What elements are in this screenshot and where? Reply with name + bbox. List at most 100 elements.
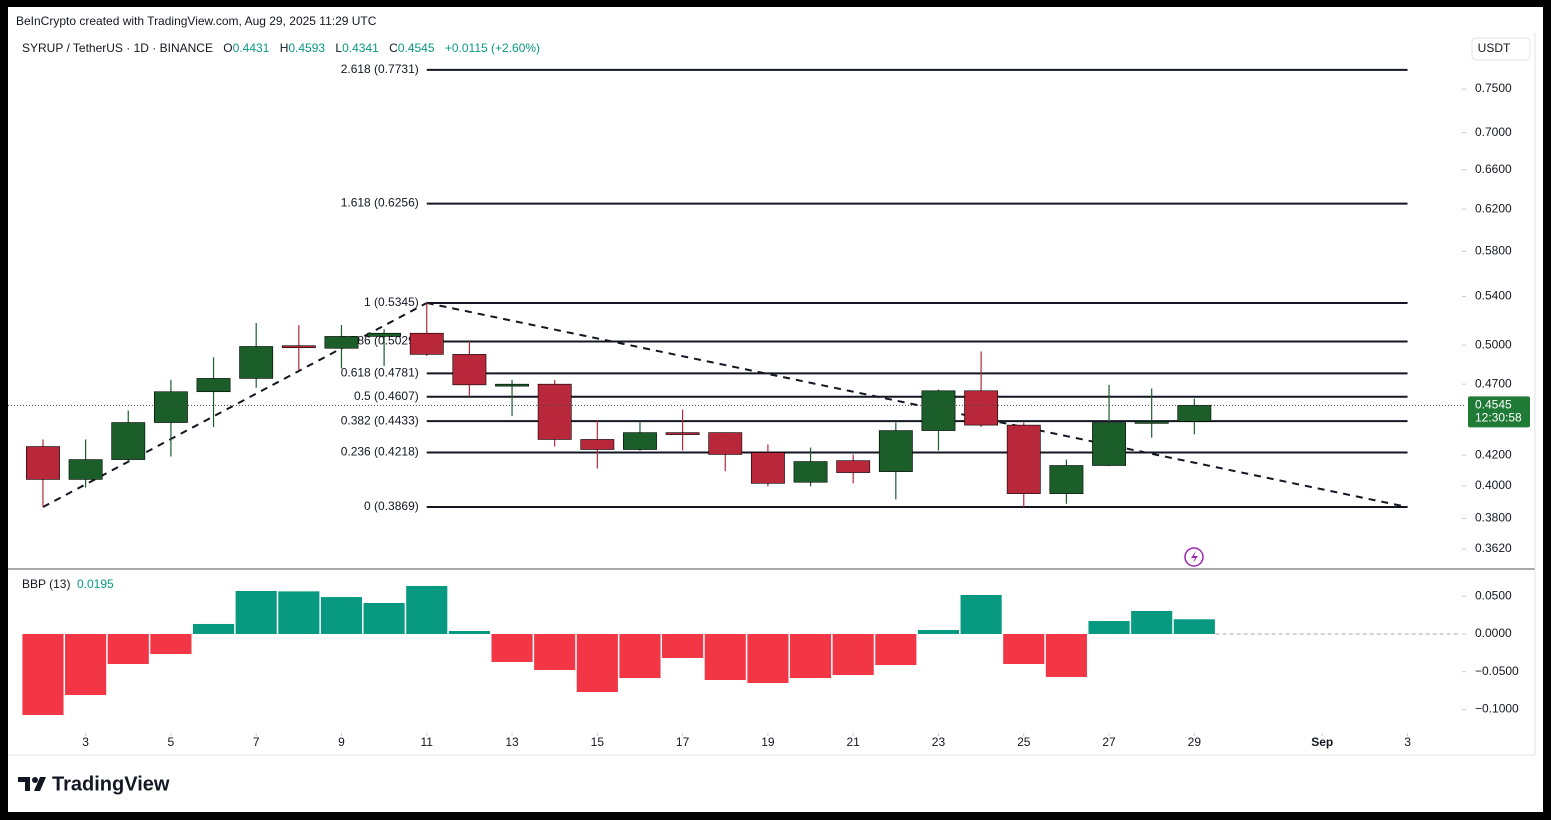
candle-body bbox=[367, 332, 402, 337]
candle-body bbox=[1006, 424, 1041, 494]
candle-body bbox=[153, 391, 188, 423]
candle-body bbox=[1134, 421, 1169, 424]
x-tick-label: 23 bbox=[932, 735, 946, 749]
ohlc-value: 0.4545 bbox=[397, 41, 435, 55]
y-tick-label: 0.3620 bbox=[1475, 541, 1512, 555]
candle-body bbox=[665, 432, 700, 435]
y-tick-label: −0.0500 bbox=[1475, 664, 1519, 678]
candle-body bbox=[409, 332, 444, 355]
ohlc-label: O bbox=[223, 41, 233, 55]
bar bbox=[150, 633, 192, 654]
x-tick-label: 7 bbox=[253, 735, 260, 749]
logo-text: TradingView bbox=[52, 773, 170, 795]
fib-label: 0.5 (0.4607) bbox=[354, 389, 419, 403]
bar bbox=[1131, 610, 1173, 634]
indicator-title: BBP (13) bbox=[22, 577, 70, 591]
bar bbox=[704, 633, 746, 680]
candle-body bbox=[68, 459, 103, 480]
logo-part bbox=[18, 777, 30, 791]
y-tick-label: 0.0500 bbox=[1475, 588, 1512, 602]
ohlc-label: H bbox=[279, 41, 289, 55]
candle-body bbox=[324, 336, 359, 349]
bar bbox=[1045, 633, 1087, 677]
y-tick-label: 0.6200 bbox=[1475, 201, 1512, 215]
candle-body bbox=[580, 439, 615, 450]
bar bbox=[320, 597, 363, 634]
y-tick-label: 0.4200 bbox=[1475, 447, 1512, 461]
candle-body bbox=[750, 452, 785, 484]
candle-body bbox=[793, 461, 828, 483]
fib-label: 0.786 (0.5029) bbox=[341, 334, 419, 348]
bar bbox=[363, 602, 405, 634]
bar bbox=[747, 633, 789, 684]
fib-label: 0 (0.3869) bbox=[364, 499, 419, 513]
x-tick-label: 27 bbox=[1102, 735, 1116, 749]
y-tick-label: 0.5800 bbox=[1475, 244, 1512, 258]
candle-body bbox=[281, 345, 316, 349]
header: SYRUP / TetherUS · 1D · BINANCE O0.4431 … bbox=[22, 41, 540, 55]
candle-body bbox=[239, 346, 274, 379]
countdown: 12:30:58 bbox=[1475, 411, 1522, 425]
bar bbox=[662, 633, 704, 658]
x-tick-label: 15 bbox=[591, 735, 605, 749]
bar bbox=[491, 633, 533, 662]
fib-label: 0.618 (0.4781) bbox=[341, 366, 419, 380]
x-tick-label: Sep bbox=[1311, 735, 1333, 749]
indicator-value: 0.0195 bbox=[77, 577, 114, 591]
bar bbox=[235, 591, 277, 634]
ohlc-value: 0.4431 bbox=[232, 41, 270, 55]
canvas bbox=[8, 7, 1543, 812]
candle-body bbox=[495, 383, 529, 387]
bar bbox=[832, 633, 874, 676]
x-tick-label: 9 bbox=[338, 735, 345, 749]
bar bbox=[107, 633, 149, 665]
y-tick-label: 0.7000 bbox=[1475, 125, 1512, 139]
alert-circle bbox=[1184, 547, 1204, 567]
fib-label: 0.382 (0.4433) bbox=[341, 413, 419, 427]
y-tick-label: 0.6600 bbox=[1475, 162, 1512, 176]
y-tick-label: 0.0000 bbox=[1475, 626, 1512, 640]
candle-body bbox=[878, 430, 913, 472]
fib-label: 2.618 (0.7731) bbox=[341, 62, 419, 76]
x-tick-label: 19 bbox=[761, 735, 775, 749]
candle-body bbox=[1049, 465, 1084, 494]
candle-body bbox=[1177, 405, 1212, 422]
bar bbox=[576, 633, 618, 692]
last-price-box bbox=[1468, 396, 1530, 428]
bar bbox=[960, 595, 1002, 634]
fib-label: 1 (0.5345) bbox=[364, 295, 419, 309]
y-tick-label: 0.3800 bbox=[1475, 511, 1512, 525]
y-tick-label: 0.4000 bbox=[1475, 478, 1512, 492]
bar bbox=[278, 591, 320, 634]
ohlc-value: 0.4341 bbox=[342, 41, 379, 55]
candle-body bbox=[623, 432, 657, 450]
fib-label: 1.618 (0.6256) bbox=[341, 196, 419, 210]
bar bbox=[192, 623, 235, 634]
candle-body bbox=[196, 378, 231, 393]
bar bbox=[619, 633, 661, 679]
candle-body bbox=[111, 422, 146, 460]
credit: BeInCrypto created with TradingView.com,… bbox=[16, 14, 377, 28]
fib-label: 0.236 (0.4218) bbox=[341, 445, 419, 459]
x-tick-label: 29 bbox=[1188, 735, 1202, 749]
symbol: SYRUP / TetherUS · 1D · BINANCE bbox=[22, 41, 213, 55]
x-tick-label: 17 bbox=[676, 735, 690, 749]
candle-body bbox=[964, 390, 999, 426]
y-tick-label: 0.5000 bbox=[1475, 337, 1512, 351]
logo-icon bbox=[18, 777, 46, 791]
bar bbox=[534, 633, 576, 670]
ohlc-value: 0.4593 bbox=[288, 41, 326, 55]
alert-icon bbox=[1184, 547, 1204, 567]
change: +0.0115 (+2.60%) bbox=[444, 41, 541, 55]
x-tick-label: 25 bbox=[1017, 735, 1031, 749]
bar bbox=[65, 633, 107, 696]
bar bbox=[448, 630, 490, 634]
last-price: 0.4545 bbox=[1475, 398, 1512, 412]
x-tick-label: 13 bbox=[505, 735, 519, 749]
y-tick-label: 0.7500 bbox=[1475, 81, 1512, 95]
candle-body bbox=[1092, 422, 1126, 466]
candle-body bbox=[537, 383, 572, 440]
candle-body bbox=[921, 390, 956, 431]
